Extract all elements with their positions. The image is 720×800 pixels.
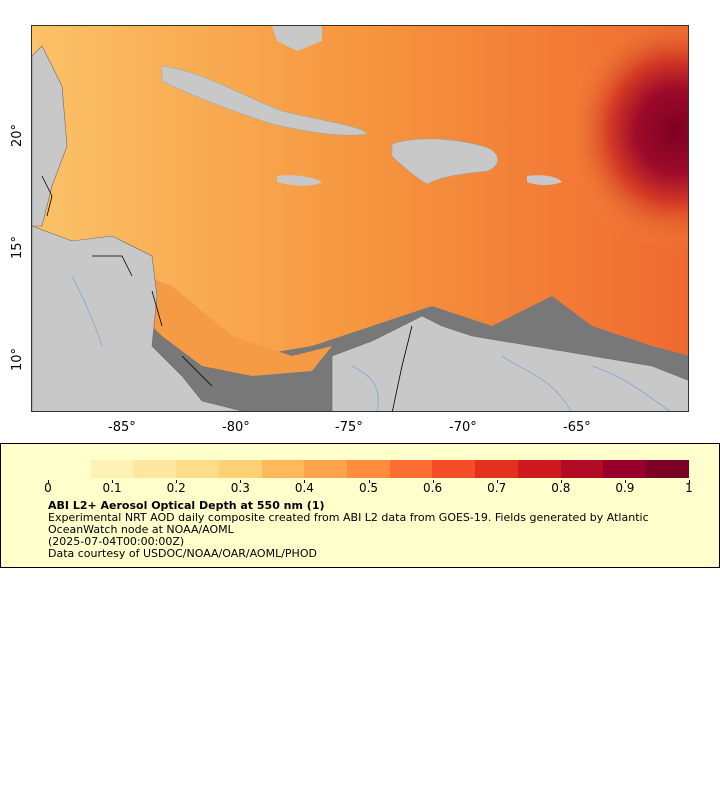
- colorbar-swatch: [667, 460, 689, 478]
- legend-text: ABI L2+ Aerosol Optical Depth at 550 nm …: [48, 500, 698, 560]
- colorbar-swatch: [646, 460, 668, 478]
- colorbar-tick: [560, 480, 562, 483]
- colorbar-tick: [304, 480, 306, 483]
- colorbar-tick: [176, 480, 178, 483]
- colorbar-swatch: [368, 460, 390, 478]
- colorbar-tick-label: 0: [44, 481, 52, 495]
- colorbar-tick-label: 0.8: [551, 481, 571, 495]
- colorbar-swatch: [261, 460, 283, 478]
- puerto-rico-landmass: [527, 175, 562, 185]
- lat-label: 10°: [10, 347, 26, 372]
- colorbar-swatch: [347, 460, 369, 478]
- legend-description: OceanWatch node at NOAA/AOML: [48, 523, 234, 536]
- colorbar-tick-label: 0.9: [615, 481, 635, 495]
- central-america-landmass: [32, 225, 243, 411]
- colorbar-tick: [368, 480, 370, 483]
- colorbar-tick: [496, 480, 498, 483]
- colorbar-swatch: [218, 460, 241, 478]
- lon-label: -80°: [222, 420, 250, 435]
- colorbar-swatch: [411, 460, 433, 478]
- yucatan-landmass: [32, 45, 68, 227]
- colorbar-tick-label: 1: [685, 481, 693, 495]
- lon-label: -70°: [449, 420, 477, 435]
- colorbar-tick: [48, 480, 49, 483]
- colorbar-tick: [624, 480, 626, 483]
- colorbar-tick-label: 0.7: [487, 481, 507, 495]
- colorbar-swatch: [581, 460, 604, 478]
- aod-colorbar: [48, 460, 689, 478]
- legend-credit: Data courtesy of USDOC/NOAA/OAR/AOML/PHO…: [48, 547, 317, 560]
- colorbar-swatch: [453, 460, 476, 478]
- lon-label: -65°: [563, 420, 591, 435]
- colorbar-swatch: [69, 460, 91, 478]
- legend-timestamp: (2025-07-04T00:00:00Z): [48, 535, 185, 548]
- colorbar-swatch: [133, 460, 155, 478]
- aod-map: [31, 25, 689, 412]
- colorbar-swatch: [603, 460, 625, 478]
- colorbar-swatch: [282, 460, 305, 478]
- colorbar-swatch: [90, 460, 113, 478]
- colorbar-swatch: [48, 460, 70, 478]
- colorbar-tick-label: 0.1: [102, 481, 122, 495]
- legend-title: ABI L2+ Aerosol Optical Depth at 550 nm …: [48, 499, 325, 512]
- colorbar-swatch: [240, 460, 262, 478]
- colorbar-tick-label: 0.3: [230, 481, 250, 495]
- colorbar-swatch: [475, 460, 497, 478]
- lon-label: -75°: [335, 420, 363, 435]
- colorbar-swatch: [496, 460, 518, 478]
- legend-description: Experimental NRT AOD daily composite cre…: [48, 511, 649, 524]
- colorbar-swatch: [176, 460, 198, 478]
- south-america-landmass: [331, 315, 688, 411]
- jamaica-landmass: [277, 175, 322, 186]
- colorbar-tick: [240, 480, 242, 483]
- colorbar-swatch: [560, 460, 582, 478]
- colorbar-swatch: [624, 460, 647, 478]
- colorbar-tick: [112, 480, 114, 483]
- colorbar-tick-label: 0.6: [423, 481, 443, 495]
- saharan-dust-plume: [412, 26, 688, 326]
- colorbar-swatch: [389, 460, 412, 478]
- colorbar-swatch: [325, 460, 348, 478]
- colorbar-tick-label: 0.2: [166, 481, 186, 495]
- rivers: [71, 275, 670, 411]
- colorbar-tick: [432, 480, 434, 483]
- colorbar-tick-label: 0.5: [358, 481, 379, 495]
- colorbar-tick: [689, 480, 690, 483]
- colorbar-swatch: [432, 460, 454, 478]
- lat-label: 20°: [10, 123, 26, 148]
- florida-landmass: [272, 26, 322, 51]
- cuba-landmass: [161, 65, 368, 136]
- colorbar-swatch: [112, 460, 134, 478]
- colorbar-swatch: [517, 460, 540, 478]
- lon-label: -85°: [108, 420, 136, 435]
- colorbar-swatch: [154, 460, 177, 478]
- hispaniola-landmass: [391, 138, 498, 185]
- colorbar-swatch: [539, 460, 561, 478]
- colorbar-tick-label: 0.4: [294, 481, 314, 495]
- colorbar-swatch: [304, 460, 326, 478]
- lat-label: 15°: [10, 235, 26, 260]
- colorbar-swatch: [197, 460, 219, 478]
- country-borders: [41, 175, 413, 411]
